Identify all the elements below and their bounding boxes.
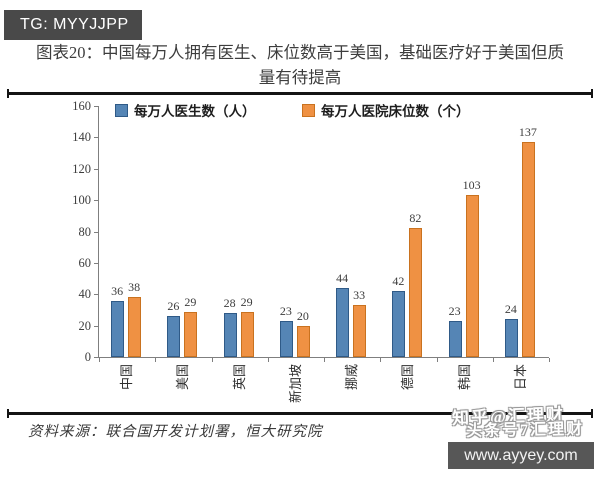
x-axis-tick-mark <box>380 358 382 362</box>
top-divider-rule <box>7 89 593 98</box>
bar-value-label: 26 <box>167 299 180 314</box>
x-axis-category-text: 中国 <box>119 364 135 391</box>
beds-swatch-icon <box>302 103 315 117</box>
y-axis-tick-label: 20 <box>78 318 92 333</box>
bar-beds <box>465 195 479 357</box>
bar-value-label: 38 <box>128 280 141 295</box>
y-axis-tick-mark <box>94 137 98 139</box>
y-axis-tick-label: 100 <box>72 193 91 208</box>
bar-doctors <box>223 313 237 357</box>
bar-value-label: 42 <box>392 274 405 289</box>
y-axis-tick-label: 0 <box>84 350 91 364</box>
x-axis-category-text: 日本 <box>512 364 528 391</box>
legend-label-beds: 每万人医院床位数（个） <box>321 104 470 119</box>
x-axis-tick-mark <box>267 358 269 362</box>
y-axis-tick-mark <box>94 294 98 296</box>
bar-value-label: 24 <box>504 302 517 317</box>
x-axis-category-text: 德国 <box>400 364 416 391</box>
bar-value-label: 29 <box>184 294 197 309</box>
bar-beds <box>521 142 535 357</box>
x-axis-category-text: 英国 <box>231 364 247 391</box>
y-axis-tick-mark <box>94 168 98 170</box>
bar-beds <box>240 311 254 357</box>
chart-legend: 每万人医生数（人） 每万人医院床位数（个） <box>0 101 600 119</box>
y-axis-tick-mark <box>94 200 98 202</box>
y-axis-tick-label: 60 <box>78 255 92 270</box>
bar-doctors <box>448 320 462 357</box>
bar-value-label: 23 <box>448 303 461 318</box>
y-axis-tick-label: 160 <box>72 99 91 113</box>
legend-item-beds: 每万人医院床位数（个） <box>302 101 470 119</box>
bar-value-label: 44 <box>336 270 349 285</box>
bar-chart: 每万人医生数（人） 每万人医院床位数（个） 0 20 40 60 80 100 120 140… <box>0 96 600 416</box>
y-axis-tick-mark <box>94 262 98 264</box>
x-axis-tick-mark <box>99 358 100 362</box>
toutiao-watermark: 头条号7汇理财 <box>465 420 585 441</box>
bar-beds <box>409 228 423 357</box>
bottom-divider-rule <box>7 409 593 418</box>
bar-value-label: 29 <box>240 294 253 309</box>
bar-doctors <box>111 300 125 357</box>
y-axis-tick-mark <box>94 357 98 358</box>
bar-beds <box>184 311 198 357</box>
bar-doctors <box>336 287 350 357</box>
y-axis-tick-label: 140 <box>72 130 91 145</box>
source-note: 资料来源：联合国开发计划署，恒大研究院 <box>28 424 323 440</box>
x-axis-tick-mark <box>155 358 157 362</box>
doctors-swatch-icon <box>115 103 128 117</box>
x-axis-tick-mark <box>211 358 213 362</box>
bar-doctors <box>504 319 518 357</box>
bar-value-label: 33 <box>353 288 366 303</box>
chart-title-line2: 量有待提高 <box>258 68 342 87</box>
x-axis-category-text: 韩国 <box>456 364 472 391</box>
chart-title-line1: 图表20：中国每万人拥有医生、床位数高于美国，基础医疗好于美国但质 <box>36 43 564 62</box>
y-axis-tick-label: 40 <box>78 287 92 302</box>
bar-value-label: 137 <box>518 125 537 140</box>
x-axis-tick-mark <box>549 358 550 362</box>
y-axis-tick-mark <box>94 325 98 327</box>
x-axis-category-text: 美国 <box>175 364 191 391</box>
plot-area: 0 20 40 60 80 100 120 140 160 36 38 中国 26 29 美国 28 29 英国 2… <box>72 99 550 403</box>
bar-doctors <box>392 291 406 357</box>
x-axis-category-text: 挪威 <box>344 364 360 391</box>
bar-doctors <box>279 320 293 357</box>
legend-item-doctors: 每万人医生数（人） <box>115 101 256 119</box>
x-axis-category-text: 新加坡 <box>287 364 303 404</box>
x-axis-tick-mark <box>436 358 438 362</box>
bar-value-label: 82 <box>409 211 422 226</box>
bar-value-label: 23 <box>279 303 292 318</box>
y-axis-tick-mark <box>94 106 98 107</box>
x-axis-tick-mark <box>324 358 325 362</box>
y-axis-tick-label: 120 <box>72 161 91 176</box>
bar-doctors <box>167 316 181 357</box>
bar-value-label: 103 <box>462 178 481 193</box>
site-watermark-box: www.ayyey.com <box>448 442 594 469</box>
bar-value-label: 36 <box>111 283 124 298</box>
bar-beds <box>296 325 310 357</box>
bar-value-label: 20 <box>296 308 309 323</box>
y-axis-tick-mark <box>94 231 98 233</box>
chart-title: 图表20：中国每万人拥有医生、床位数高于美国，基础医疗好于美国但质 量有待提高 <box>0 40 600 90</box>
x-axis-tick-mark <box>492 358 494 362</box>
bar-beds <box>353 305 367 357</box>
bar-value-label: 28 <box>223 296 236 311</box>
bar-beds <box>128 297 142 357</box>
y-axis-tick-label: 80 <box>78 224 92 239</box>
tg-badge: TG: MYYJJPP <box>4 10 142 40</box>
legend-label-doctors: 每万人医生数（人） <box>134 104 256 119</box>
